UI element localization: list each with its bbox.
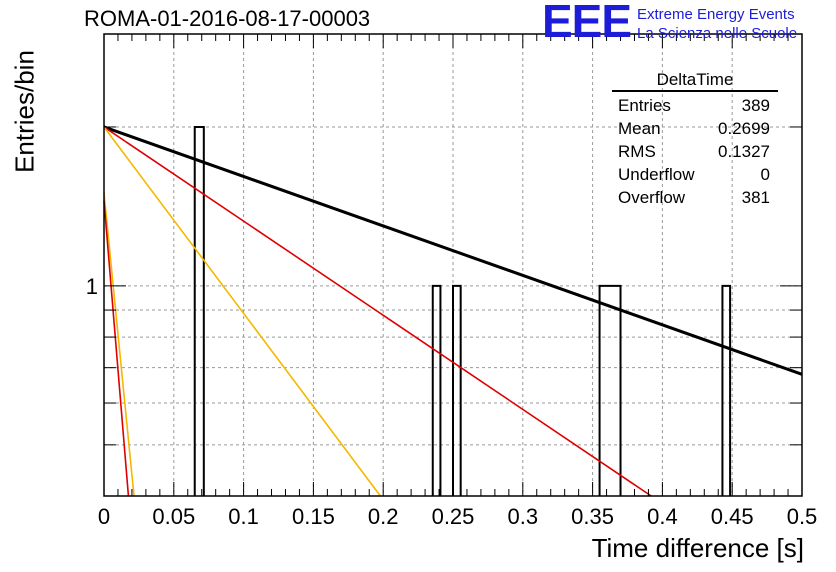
x-tick-label: 0.1 [228, 504, 259, 529]
x-tick-label: 0.15 [292, 504, 335, 529]
axis-ticks [103, 34, 803, 496]
fit-line [103, 126, 382, 497]
fit-line [103, 192, 135, 497]
x-tick-label: 0.05 [152, 504, 195, 529]
histogram-bar [193, 125, 205, 496]
x-tick-label: 0.5 [787, 504, 818, 529]
x-tick-label: 0.35 [571, 504, 614, 529]
histogram-bar [598, 284, 622, 496]
histogram-bars [193, 125, 732, 496]
stats-label: Overflow [618, 188, 686, 207]
fit-line [103, 126, 652, 497]
stats-value: 389 [741, 96, 770, 115]
stats-label: Entries [618, 96, 671, 115]
chart-title: ROMA-01-2016-08-17-00003 [84, 6, 371, 31]
fit-line [103, 125, 803, 376]
fit-lines [103, 125, 803, 497]
stats-box: DeltaTime Entries 389 Mean 0.2699 RMS 0.132… [612, 70, 778, 209]
fit-line [103, 200, 130, 497]
logo-line2: La Scienza nelle Scuole [637, 25, 798, 42]
y-tick-labels: 1 [86, 274, 98, 299]
x-tick-label: 0.2 [368, 504, 399, 529]
eee-logo: EEE [542, 0, 632, 47]
stats-value: 0 [760, 165, 770, 184]
stats-row-underflow: Underflow 0 [612, 163, 778, 186]
x-tick-label: 0 [98, 504, 110, 529]
x-tick-label: 0.3 [508, 504, 539, 529]
stats-label: Mean [618, 119, 661, 138]
y-axis-label: Entries/bin [9, 50, 40, 173]
histogram-bar [452, 284, 462, 496]
stats-label: Underflow [618, 165, 695, 184]
stats-value: 0.2699 [718, 119, 770, 138]
stats-title: DeltaTime [612, 70, 778, 92]
stats-value: 381 [741, 188, 770, 207]
y-tick-label: 1 [86, 274, 98, 299]
stats-row-entries: Entries 389 [612, 94, 778, 117]
stats-row-rms: RMS 0.1327 [612, 140, 778, 163]
x-tick-label: 0.45 [711, 504, 754, 529]
histogram-bar [721, 284, 732, 496]
histogram-bar [431, 284, 442, 496]
stats-row-overflow: Overflow 381 [612, 186, 778, 209]
stats-value: 0.1327 [718, 142, 770, 161]
stats-label: RMS [618, 142, 656, 161]
x-tick-label: 0.25 [432, 504, 475, 529]
logo-line1: Extreme Energy Events [637, 6, 795, 23]
x-axis-label: Time difference [s] [591, 533, 804, 563]
x-tick-labels: 0 0.05 0.1 0.15 0.2 0.25 0.3 0.35 0.4 0.45 0.5 [98, 504, 817, 529]
stats-row-mean: Mean 0.2699 [612, 117, 778, 140]
x-tick-label: 0.4 [647, 504, 678, 529]
